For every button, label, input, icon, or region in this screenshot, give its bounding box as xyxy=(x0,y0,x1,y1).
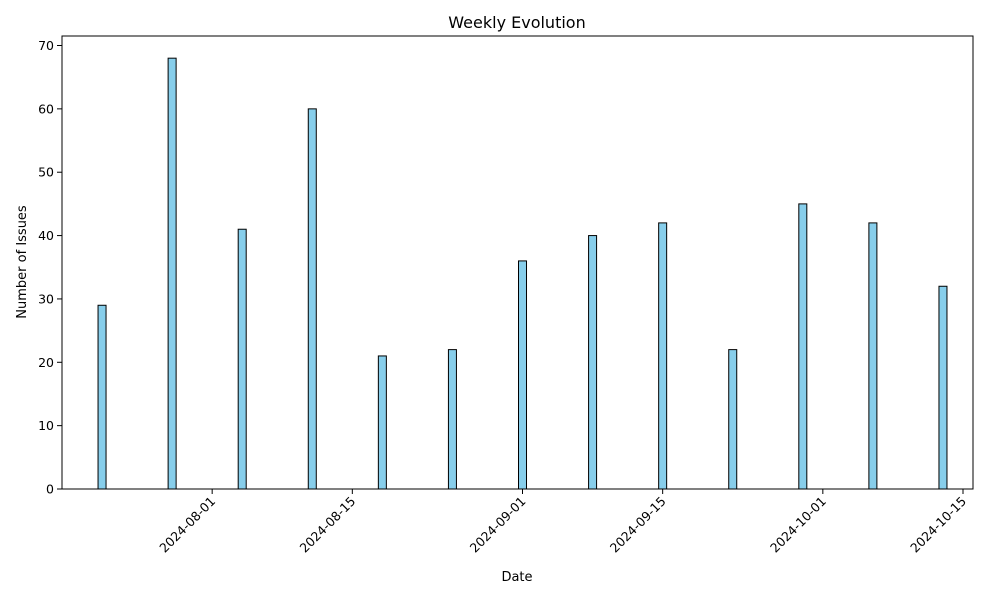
x-tick-label: 2024-08-01 xyxy=(156,494,218,556)
y-tick-label: 0 xyxy=(46,482,54,497)
y-tick-label: 50 xyxy=(38,165,54,180)
plot-frame xyxy=(61,35,974,490)
bar-2024-10-13 xyxy=(938,285,948,490)
y-tick-label: 10 xyxy=(38,418,54,433)
bar-2024-09-29 xyxy=(798,203,808,490)
x-tick-label: 2024-10-15 xyxy=(907,494,969,556)
x-ticks-group: 2024-08-01 2024-08-15 2024-09-01 2024-09-15… xyxy=(156,489,969,555)
x-tick-label: 2024-10-01 xyxy=(767,494,829,556)
bar-2024-08-11 xyxy=(307,108,317,490)
bar-2024-09-01 xyxy=(518,260,528,490)
bars-group xyxy=(97,57,948,490)
y-ticks-group: 0 10 20 30 40 50 60 70 xyxy=(38,38,62,497)
x-tick-label: 2024-08-15 xyxy=(296,494,358,556)
y-tick-label: 60 xyxy=(38,101,54,116)
x-axis-label: Date xyxy=(501,570,532,585)
y-axis-label: Number of Issues xyxy=(15,205,30,319)
bar-2024-08-18 xyxy=(377,355,387,490)
y-tick-label: 70 xyxy=(38,38,54,53)
bar-2024-08-04 xyxy=(237,228,247,490)
y-tick-label: 20 xyxy=(38,355,54,370)
bar-2024-09-08 xyxy=(588,235,598,490)
chart-title: Weekly Evolution xyxy=(448,13,585,32)
bar-2024-09-15 xyxy=(658,222,668,490)
bar-2024-08-25 xyxy=(447,349,457,490)
bar-2024-07-21 xyxy=(97,304,107,490)
x-tick-label: 2024-09-01 xyxy=(467,494,529,556)
bar-2024-07-28 xyxy=(167,57,177,490)
x-tick-label: 2024-09-15 xyxy=(607,494,669,556)
y-tick-label: 40 xyxy=(38,228,54,243)
bar-2024-09-22 xyxy=(728,349,738,490)
y-tick-label: 30 xyxy=(38,291,54,306)
bar-2024-10-06 xyxy=(868,222,878,490)
